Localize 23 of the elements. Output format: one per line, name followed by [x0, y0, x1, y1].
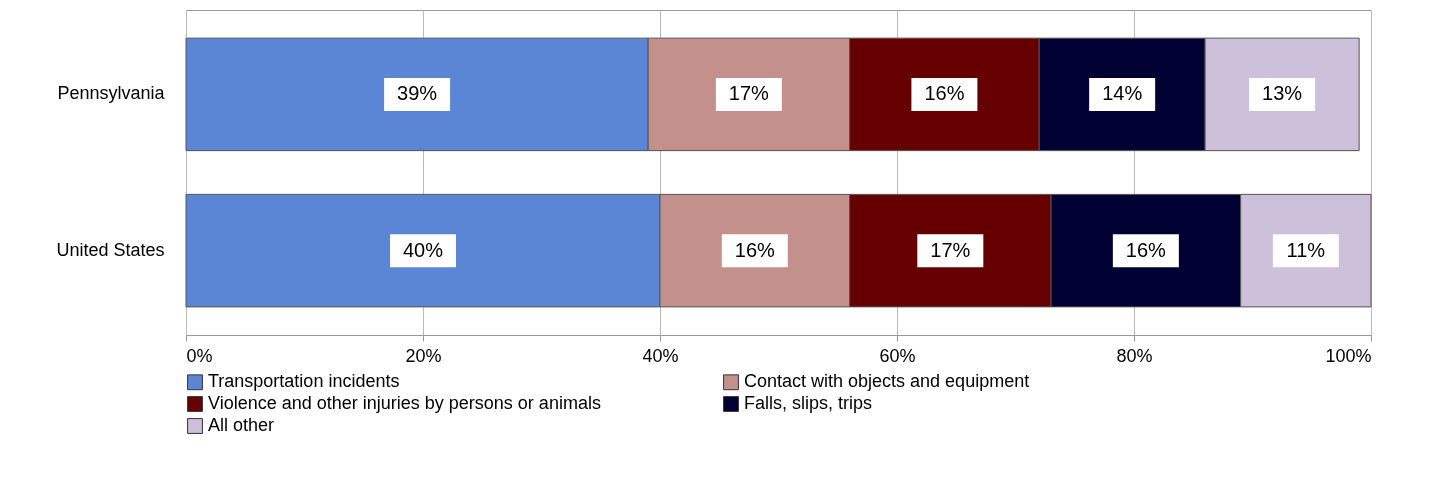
data-label: 16% — [924, 82, 965, 105]
legend-label: Transportation incidents — [208, 371, 400, 392]
data-label: 39% — [397, 82, 438, 105]
data-label: 14% — [1102, 82, 1143, 105]
data-label: 17% — [930, 238, 971, 261]
x-tick-label: 60% — [879, 345, 916, 366]
legend-label: Contact with objects and equipment — [744, 371, 1030, 392]
data-label: 40% — [402, 238, 444, 261]
legend-label: Falls, slips, trips — [744, 393, 873, 413]
x-tick-label: 80% — [1116, 345, 1153, 366]
legend-label: All other — [208, 415, 275, 435]
x-tick-label: 40% — [642, 345, 679, 366]
legend-label: Violence and other injuries by persons or animals — [208, 393, 601, 413]
y-tick-label: Pennsylvania — [57, 83, 166, 104]
y-tick-label: United States — [56, 239, 165, 260]
data-label: 17% — [728, 82, 770, 105]
data-label: 11% — [1286, 238, 1326, 261]
data-label: 16% — [1125, 238, 1167, 261]
x-tick-label: 20% — [405, 345, 442, 366]
x-tick-label: 100% — [1325, 345, 1372, 366]
x-tick-label: 0% — [186, 345, 213, 366]
data-label: 13% — [1262, 82, 1303, 105]
data-label: 16% — [734, 238, 776, 261]
